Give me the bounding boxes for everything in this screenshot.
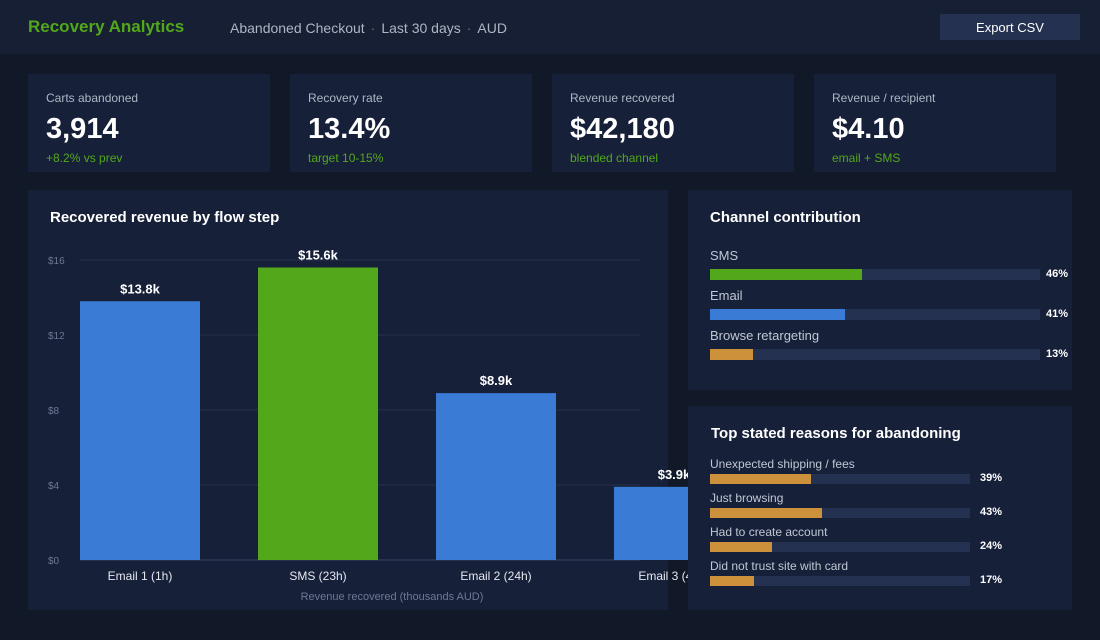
channel-row-email: Email 41% <box>710 288 1069 328</box>
bar <box>258 267 378 560</box>
kpi-label: Recovery rate <box>308 91 383 105</box>
reason-bar-track <box>710 508 970 518</box>
channel-row-browse-retargeting: Browse retargeting 13% <box>710 328 1069 368</box>
channel-pct: 41% <box>1046 308 1069 320</box>
reason-bar-track <box>710 542 970 552</box>
reason-pct: 17% <box>980 574 1003 586</box>
channel-bar-track <box>710 349 1040 360</box>
crumb-separator: · <box>370 20 376 36</box>
channel-title: Channel contribution <box>710 209 861 226</box>
app-title: Recovery Analytics <box>28 17 185 36</box>
reason-pct: 24% <box>980 540 1003 552</box>
channel-row-sms: SMS 46% <box>710 248 1069 288</box>
bar-value-label: $8.9k <box>480 373 513 388</box>
bar-value-label: $3.9k <box>658 467 691 482</box>
reason-row: Did not trust site with card 17% <box>710 559 1066 593</box>
channel-bar-track <box>710 269 1040 280</box>
kpi-label: Revenue recovered <box>570 91 675 105</box>
breadcrumb: Abandoned Checkout · Last 30 days · AUD <box>230 20 507 36</box>
crumb-date-range[interactable]: Last 30 days <box>381 20 461 36</box>
kpi-card-revenue-per-recipient: Revenue / recipient $4.10 email + SMS <box>814 74 1056 172</box>
y-tick-label: $12 <box>48 331 65 342</box>
reason-pct: 43% <box>980 506 1003 518</box>
kpi-subtext: email + SMS <box>832 151 901 165</box>
kpi-value: $4.10 <box>832 113 905 145</box>
kpi-label: Revenue / recipient <box>832 91 936 105</box>
top-bar: Recovery Analytics Abandoned Checkout · La… <box>0 0 1100 54</box>
reason-pct: 39% <box>980 472 1003 484</box>
reason-row: Had to create account 24% <box>710 525 1066 559</box>
reason-label: Did not trust site with card <box>710 559 849 573</box>
recovered-revenue-chart-panel: Recovered revenue by flow step $0 $4 $8 $12… <box>28 190 734 610</box>
x-tick-label: Email 2 (24h) <box>460 569 531 583</box>
channel-pct: 46% <box>1046 268 1069 280</box>
crumb-currency[interactable]: AUD <box>477 20 507 36</box>
kpi-value: 13.4% <box>308 113 391 145</box>
kpi-subtext: target 10-15% <box>308 151 384 165</box>
reason-row: Just browsing 43% <box>710 491 1066 525</box>
crumb-report[interactable]: Abandoned Checkout <box>230 20 365 36</box>
y-tick-label: $8 <box>48 406 60 417</box>
recovered-revenue-bar-chart: $0 $4 $8 $12 $16 $13.8k Email 1 (1h) $15.6k SMS … <box>48 248 734 603</box>
channel-label: SMS <box>710 248 739 263</box>
abandon-reasons-panel: Top stated reasons for abandoning Unexpe… <box>688 406 1072 610</box>
kpi-value: 3,914 <box>46 113 119 145</box>
reason-bar-fill <box>710 474 812 484</box>
channel-bar-fill <box>710 309 846 320</box>
x-tick-label: SMS (23h) <box>289 569 346 583</box>
channel-contribution-panel: Channel contribution SMS 46% Email 41% B… <box>688 190 1072 390</box>
channel-bar-fill <box>710 349 753 360</box>
kpi-subtext: +8.2% vs prev <box>46 151 123 165</box>
reason-row: Unexpected shipping / fees 39% <box>710 457 1066 491</box>
channel-label: Email <box>710 288 743 303</box>
kpi-card-carts-abandoned: Carts abandoned 3,914 +8.2% vs prev <box>28 74 270 172</box>
y-tick-label: $0 <box>48 556 60 567</box>
x-axis-label: Revenue recovered (thousands AUD) <box>301 591 484 603</box>
crumb-separator: · <box>466 20 472 36</box>
bar <box>436 393 556 560</box>
channel-bar-fill <box>710 269 862 280</box>
bar <box>80 301 200 560</box>
reason-label: Just browsing <box>710 491 784 505</box>
y-tick-label: $4 <box>48 481 60 492</box>
y-tick-label: $16 <box>48 256 65 267</box>
reasons-title: Top stated reasons for abandoning <box>711 425 961 442</box>
kpi-value: $42,180 <box>570 113 675 145</box>
reason-bar-fill <box>710 542 773 552</box>
reason-bar-fill <box>710 508 822 518</box>
export-csv-button[interactable]: Export CSV <box>940 14 1080 40</box>
x-tick-label: Email 1 (1h) <box>108 569 173 583</box>
channel-bar-track <box>710 309 1040 320</box>
bar-value-label: $15.6k <box>298 248 339 263</box>
reason-label: Had to create account <box>710 525 828 539</box>
kpi-card-recovery-rate: Recovery rate 13.4% target 10-15% <box>290 74 532 172</box>
kpi-label: Carts abandoned <box>46 91 139 105</box>
reason-bar-track <box>710 576 970 586</box>
bar-value-label: $13.8k <box>120 281 161 296</box>
kpi-card-revenue-recovered: Revenue recovered $42,180 blended channe… <box>552 74 794 172</box>
channel-label: Browse retargeting <box>710 328 820 343</box>
channel-pct: 13% <box>1046 348 1069 360</box>
chart-title: Recovered revenue by flow step <box>50 209 280 226</box>
kpi-subtext: blended channel <box>570 151 659 165</box>
reason-bar-fill <box>710 576 755 586</box>
reason-bar-track <box>710 474 970 484</box>
reason-label: Unexpected shipping / fees <box>710 457 855 471</box>
